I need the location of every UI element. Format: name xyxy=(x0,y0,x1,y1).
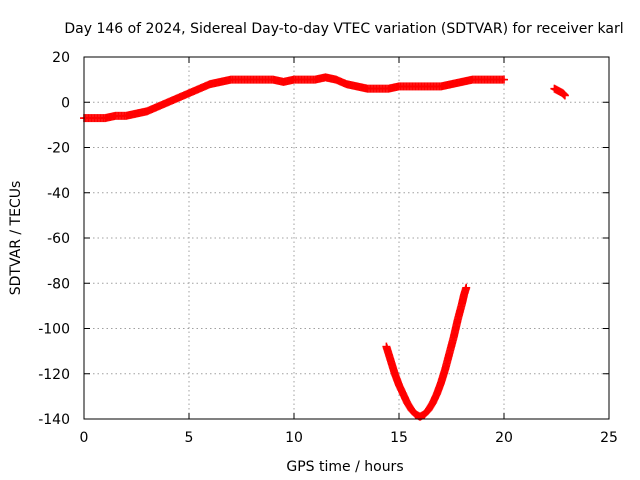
y-axis-label: SDTVAR / TECUs xyxy=(8,181,24,296)
y-tick-label: -140 xyxy=(38,412,70,428)
y-tick-label: -40 xyxy=(47,186,70,202)
data-point xyxy=(462,283,471,292)
y-tick-label: 0 xyxy=(61,95,70,111)
data-point xyxy=(560,91,569,100)
grid xyxy=(84,57,609,419)
x-tick-label: 5 xyxy=(185,430,194,446)
x-tick-label: 20 xyxy=(495,430,513,446)
y-tick-label: -20 xyxy=(47,141,70,157)
data-points xyxy=(80,73,569,421)
x-tick-label: 15 xyxy=(390,430,408,446)
y-tick-label: -80 xyxy=(47,276,70,292)
x-tick-label: 10 xyxy=(285,430,303,446)
data-point xyxy=(500,75,508,84)
ticks: 0 5 10 15 20 25 20 0 -20 -40 -60 -80 -100 -120 -140 xyxy=(38,50,618,446)
y-tick-label: 20 xyxy=(52,50,70,66)
chart-title: Day 146 of 2024, Sidereal Day-to-day VTE… xyxy=(64,21,623,37)
x-axis-label: GPS time / hours xyxy=(286,459,403,475)
y-tick-label: -60 xyxy=(47,231,70,247)
x-tick-label: 0 xyxy=(80,430,89,446)
y-tick-label: -120 xyxy=(38,367,70,383)
y-tick-label: -100 xyxy=(38,322,70,338)
x-tick-label: 25 xyxy=(600,430,618,446)
